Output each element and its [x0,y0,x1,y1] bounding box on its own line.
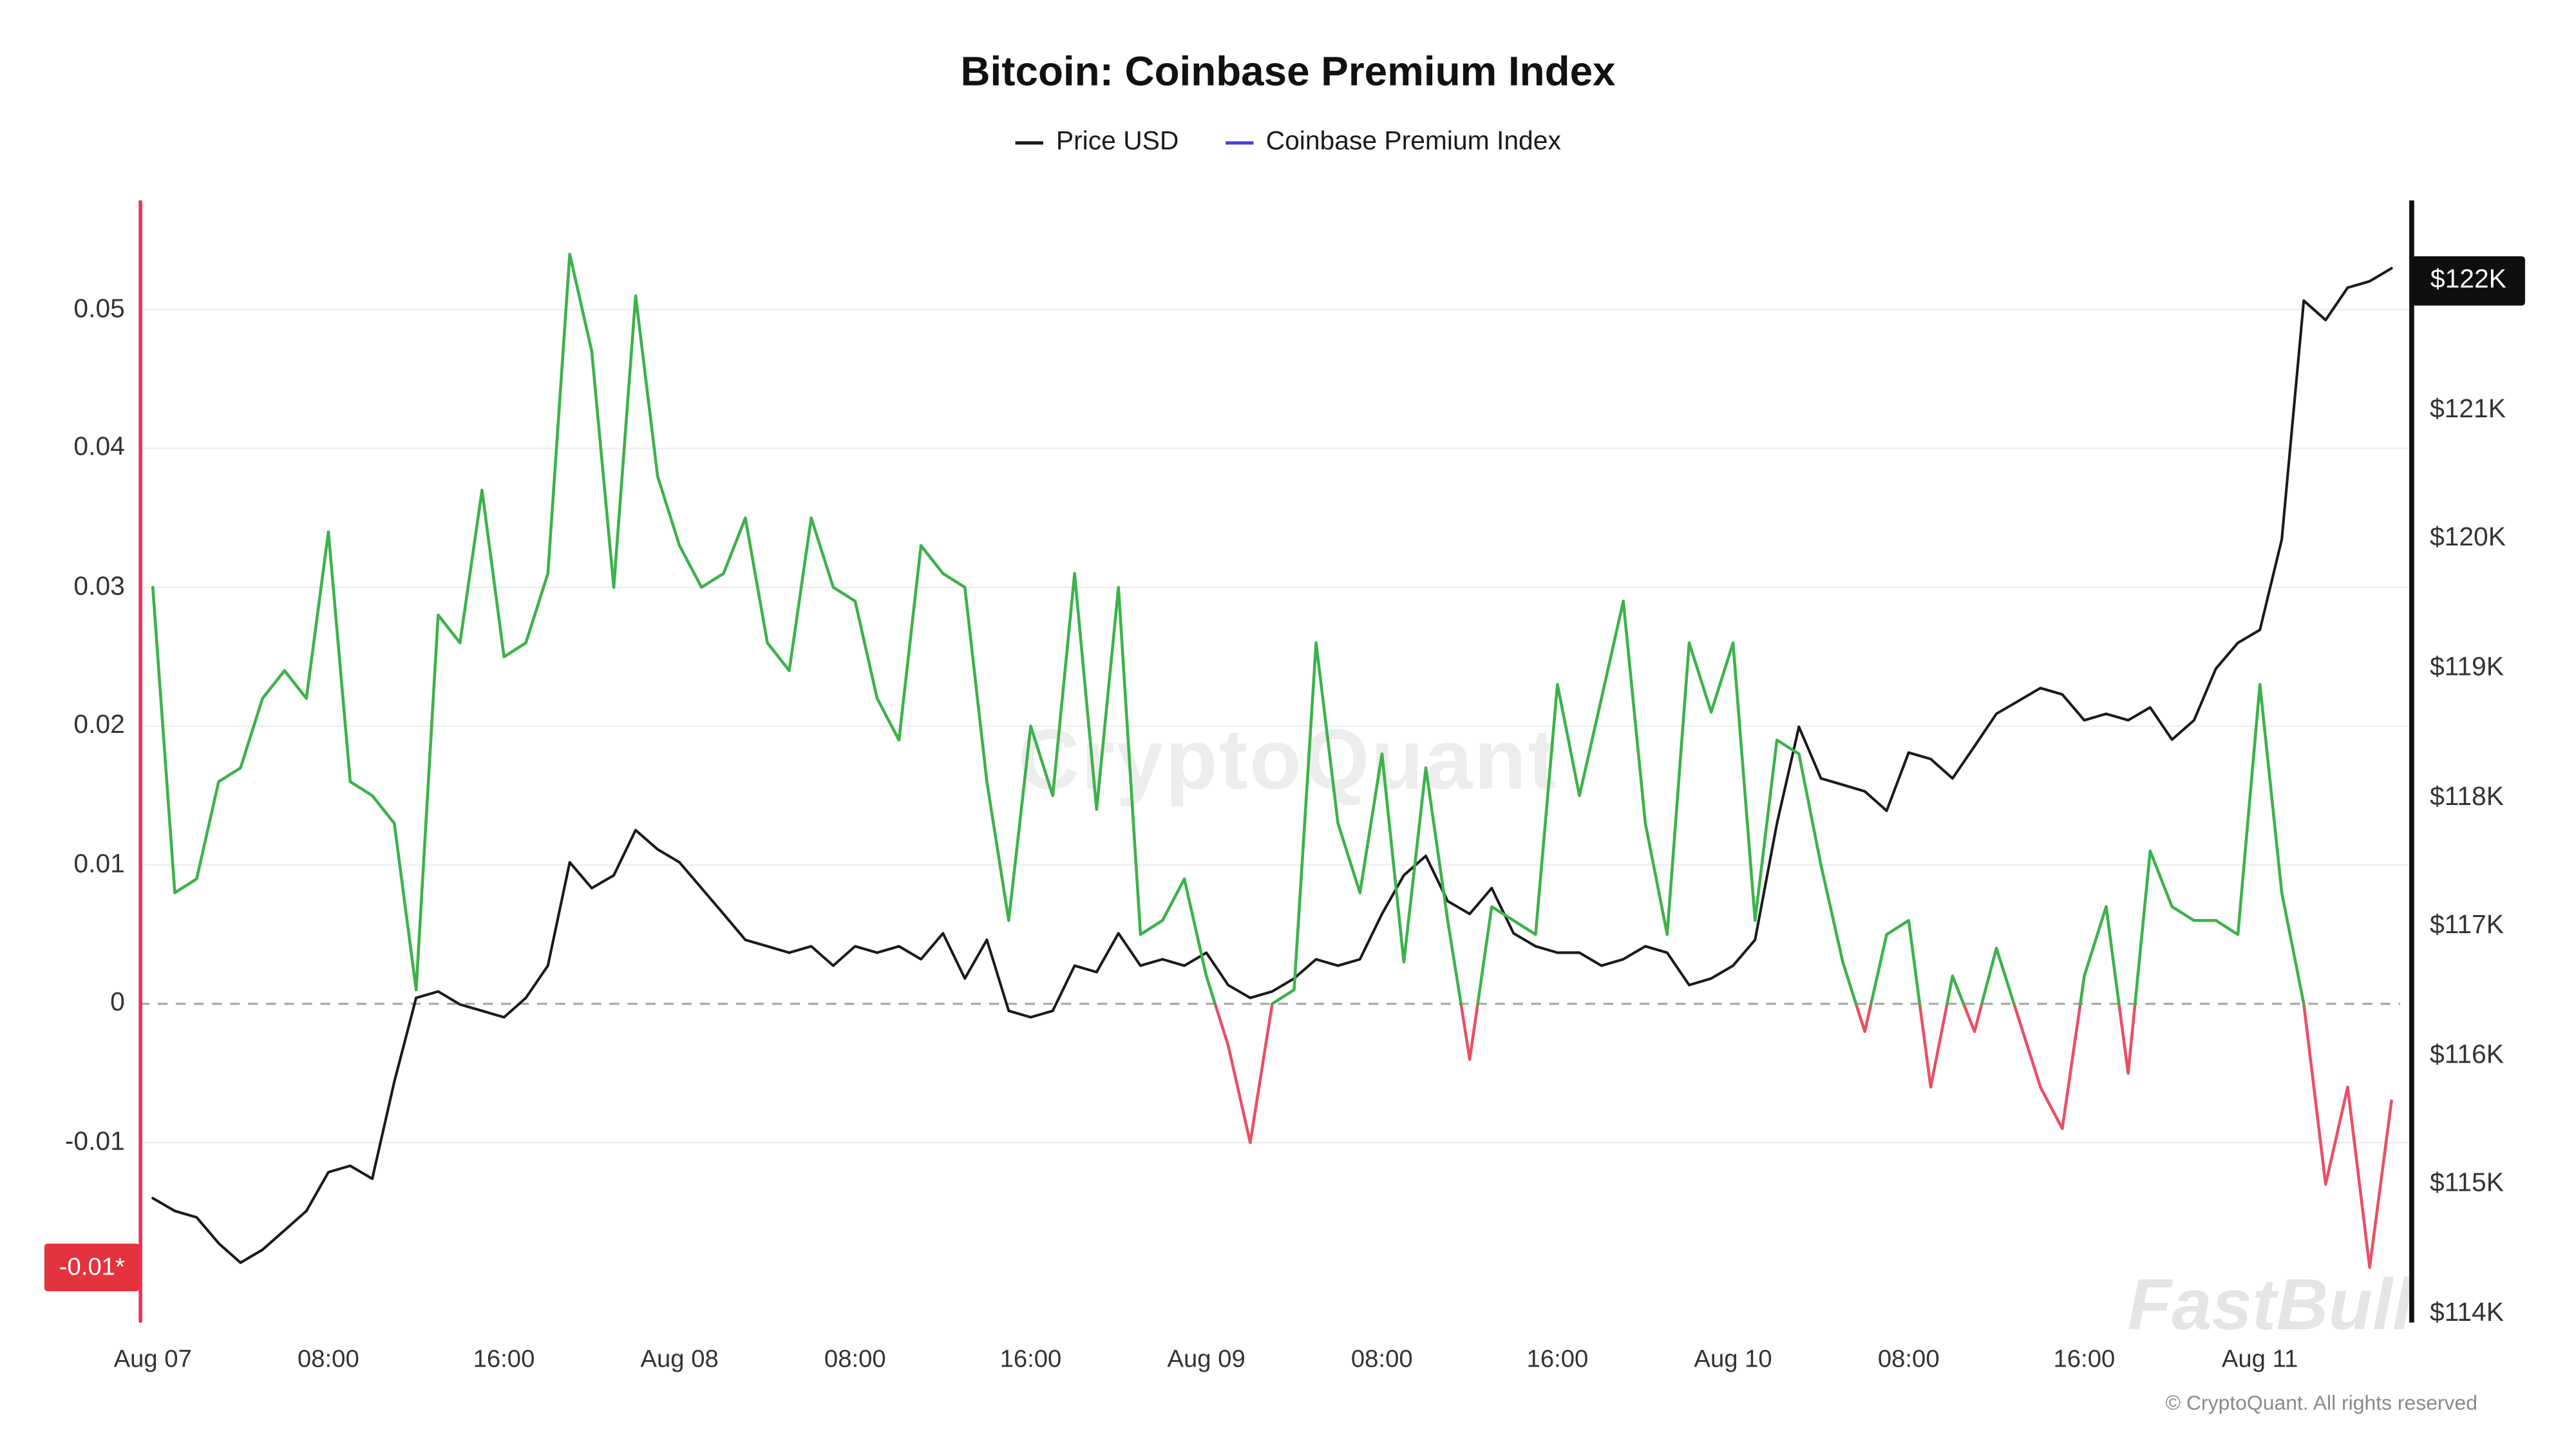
left-axis-tick: 0.02 [73,711,125,739]
left-axis-tick: 0 [110,989,125,1018]
x-axis-tick: Aug 09 [1167,1345,1245,1374]
left-axis-tick: 0.03 [73,573,125,601]
x-axis-tick: Aug 11 [2221,1345,2298,1374]
right-axis-tick: $117K [2429,912,2504,940]
x-axis-tick: Aug 10 [1694,1345,1772,1374]
x-axis-tick: 16:00 [999,1345,1062,1374]
left-axis-tick: 0.04 [73,433,125,462]
premium-current-value-badge: -0.01* [44,1244,140,1292]
copyright-notice: © CryptoQuant. All rights reserved [2165,1391,2477,1415]
x-axis-tick: 08:00 [824,1345,886,1374]
price-current-value-badge: $122K [2411,256,2525,306]
right-axis-tick: $119K [2429,654,2504,682]
x-axis-tick: 08:00 [1350,1345,1413,1374]
left-axis-tick: 0.05 [73,294,125,323]
right-axis-tick: $114K [2429,1299,2504,1328]
left-axis-tick: 0.01 [73,850,125,878]
right-axis-tick: $121K [2429,395,2506,424]
x-axis-tick: 08:00 [297,1345,359,1374]
legend-item-premium: Coinbase Premium Index [1224,128,1561,158]
price-line-swatch [1015,141,1043,145]
premium-line-swatch [1224,141,1253,145]
price-usd-line [151,267,2393,1264]
legend-item-price: Price USD [1015,128,1179,158]
legend-label-price: Price USD [1056,128,1179,156]
x-axis-tick: 16:00 [473,1345,535,1374]
watermark-cryptoquant: CryptoQuant [1018,713,1558,809]
x-axis-tick: 16:00 [1526,1345,1589,1374]
right-axis-tick: $116K [2429,1041,2504,1070]
legend: Price USD Coinbase Premium Index [0,128,2576,158]
x-axis-tick: Aug 08 [640,1345,719,1374]
x-axis-tick: 16:00 [2053,1345,2116,1374]
right-axis-tick: $115K [2429,1170,2504,1198]
premium-index-line-negative [1213,1002,2393,1269]
right-axis-tick: $118K [2429,782,2504,811]
premium-index-line-positive [151,252,2306,1005]
watermark-fastbull: FastBull [2127,1265,2413,1346]
x-axis-tick: 08:00 [1877,1345,1940,1374]
page-title: Bitcoin: Coinbase Premium Index [960,49,1616,95]
left-axis-tick: -0.01 [64,1128,125,1156]
x-axis-tick: Aug 07 [113,1345,192,1374]
legend-label-premium: Coinbase Premium Index [1265,128,1561,156]
right-axis-tick: $120K [2429,524,2506,553]
